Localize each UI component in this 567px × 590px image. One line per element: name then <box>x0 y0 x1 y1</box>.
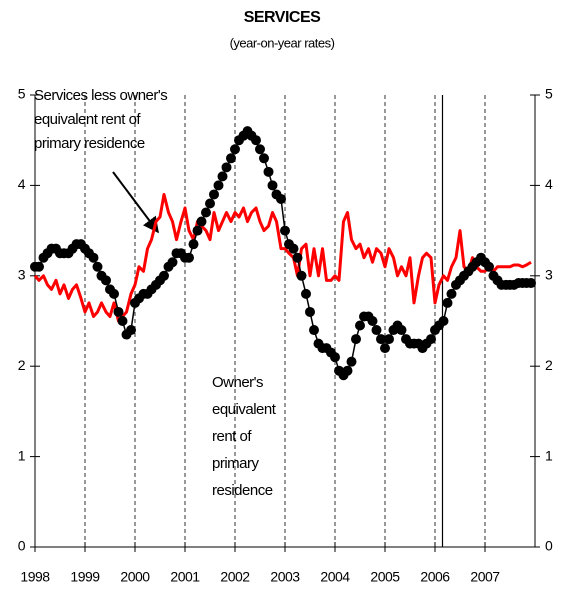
series-marker <box>117 316 128 326</box>
y-tick-label: 3 <box>18 267 26 283</box>
series-marker <box>213 180 224 191</box>
series-marker <box>438 316 449 326</box>
series-marker <box>101 275 111 286</box>
series-marker <box>346 356 357 367</box>
y2-tick-label: 1 <box>545 447 553 463</box>
y-tick-label: 5 <box>18 86 26 102</box>
series-marker <box>367 316 378 326</box>
series-marker <box>263 166 274 177</box>
series-line <box>33 192 532 323</box>
series-marker <box>88 252 99 263</box>
series-marker <box>205 198 215 209</box>
series-marker <box>376 334 386 345</box>
series-marker <box>396 325 407 336</box>
y2-tick-label: 3 <box>545 267 553 283</box>
annotation: Services less owner's <box>34 87 167 104</box>
series-marker <box>92 261 103 272</box>
series-marker <box>380 343 390 354</box>
series-marker <box>230 144 240 155</box>
y2-tick-label: 2 <box>545 357 553 373</box>
series-marker <box>267 180 278 191</box>
series-marker <box>255 144 265 155</box>
annotation: primary <box>212 455 260 472</box>
series-marker <box>309 325 319 336</box>
series-marker <box>330 352 340 363</box>
series-marker <box>296 270 307 281</box>
series-marker <box>201 207 211 218</box>
series-marker <box>109 288 119 299</box>
y-tick-label: 2 <box>18 357 26 373</box>
x-tick-label: 2006 <box>420 569 450 585</box>
annotation: primary residence <box>34 135 145 152</box>
x-tick-label: 1998 <box>20 569 50 585</box>
annotation: Owner's <box>212 374 263 391</box>
series-marker <box>259 153 269 164</box>
series-marker <box>188 239 199 250</box>
series-marker <box>526 278 536 289</box>
series-marker <box>217 171 228 182</box>
series-marker <box>371 325 382 336</box>
series-marker <box>342 365 353 376</box>
x-tick-label: 2002 <box>220 569 250 585</box>
series-marker <box>305 306 315 317</box>
x-tick-label: 2003 <box>270 569 300 585</box>
series-marker <box>184 252 194 263</box>
series-marker <box>167 257 178 268</box>
series-marker <box>292 252 303 263</box>
series-marker <box>209 189 219 200</box>
y2-tick-label: 5 <box>545 86 553 102</box>
series-marker <box>226 153 236 164</box>
y-tick-label: 1 <box>18 447 26 463</box>
series-marker <box>113 306 124 317</box>
series-marker <box>276 193 286 204</box>
series-marker <box>384 334 394 345</box>
series-marker <box>351 334 361 345</box>
annotation: residence <box>212 482 273 499</box>
y2-tick-label: 4 <box>545 176 553 192</box>
series-marker <box>446 288 457 299</box>
series-marker <box>442 297 453 308</box>
y2-tick-label: 0 <box>545 538 553 554</box>
x-tick-label: 2007 <box>470 569 500 585</box>
x-tick-label: 1999 <box>70 569 100 585</box>
series-marker <box>288 243 299 254</box>
series-marker <box>251 135 261 146</box>
chart-subtitle: (year-on-year rates) <box>230 35 335 50</box>
series-marker <box>196 216 207 227</box>
series-marker <box>221 162 232 173</box>
annotation: rent of <box>212 428 252 445</box>
series-marker <box>484 261 494 272</box>
series-marker <box>280 225 290 236</box>
annotation-arrow <box>112 171 159 234</box>
x-tick-label: 2000 <box>120 569 150 585</box>
y-tick-label: 0 <box>18 538 26 554</box>
x-tick-label: 2005 <box>370 569 400 585</box>
chart-title: SERVICES <box>244 9 321 26</box>
x-tick-label: 2004 <box>320 569 350 585</box>
annotation: equivalent <box>212 401 277 418</box>
series-marker <box>126 325 136 336</box>
series-marker <box>192 225 203 236</box>
series-marker <box>34 261 44 272</box>
x-tick-label: 2001 <box>170 569 200 585</box>
series-marker <box>301 288 311 299</box>
annotation: equivalent rent of <box>34 111 141 128</box>
series-marker <box>426 334 436 345</box>
series-marker <box>159 270 169 281</box>
series-marker <box>355 320 365 331</box>
y-tick-label: 4 <box>18 176 26 192</box>
